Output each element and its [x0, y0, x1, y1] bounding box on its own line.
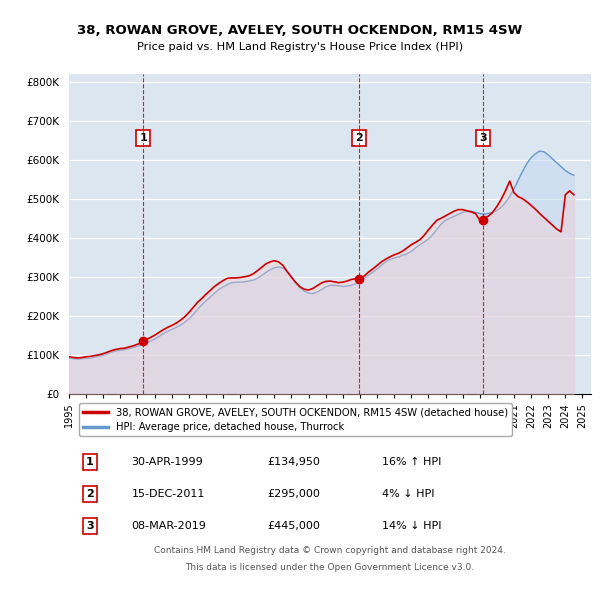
Text: 14% ↓ HPI: 14% ↓ HPI — [382, 521, 442, 531]
Text: 2: 2 — [355, 133, 363, 143]
Text: 3: 3 — [479, 133, 487, 143]
Text: £295,000: £295,000 — [268, 489, 320, 499]
Text: Contains HM Land Registry data © Crown copyright and database right 2024.: Contains HM Land Registry data © Crown c… — [154, 546, 506, 555]
Text: 4% ↓ HPI: 4% ↓ HPI — [382, 489, 434, 499]
Text: 08-MAR-2019: 08-MAR-2019 — [131, 521, 206, 531]
Text: Price paid vs. HM Land Registry's House Price Index (HPI): Price paid vs. HM Land Registry's House … — [137, 42, 463, 53]
Text: £134,950: £134,950 — [268, 457, 320, 467]
Text: 38, ROWAN GROVE, AVELEY, SOUTH OCKENDON, RM15 4SW: 38, ROWAN GROVE, AVELEY, SOUTH OCKENDON,… — [77, 24, 523, 37]
Legend: 38, ROWAN GROVE, AVELEY, SOUTH OCKENDON, RM15 4SW (detached house), HPI: Average: 38, ROWAN GROVE, AVELEY, SOUTH OCKENDON,… — [79, 404, 512, 437]
Text: 16% ↑ HPI: 16% ↑ HPI — [382, 457, 442, 467]
Text: This data is licensed under the Open Government Licence v3.0.: This data is licensed under the Open Gov… — [185, 563, 475, 572]
Text: 2: 2 — [86, 489, 94, 499]
Text: 1: 1 — [139, 133, 147, 143]
Text: 30-APR-1999: 30-APR-1999 — [131, 457, 203, 467]
Text: 15-DEC-2011: 15-DEC-2011 — [131, 489, 205, 499]
Text: 1: 1 — [86, 457, 94, 467]
Text: 3: 3 — [86, 521, 94, 531]
Text: £445,000: £445,000 — [268, 521, 320, 531]
